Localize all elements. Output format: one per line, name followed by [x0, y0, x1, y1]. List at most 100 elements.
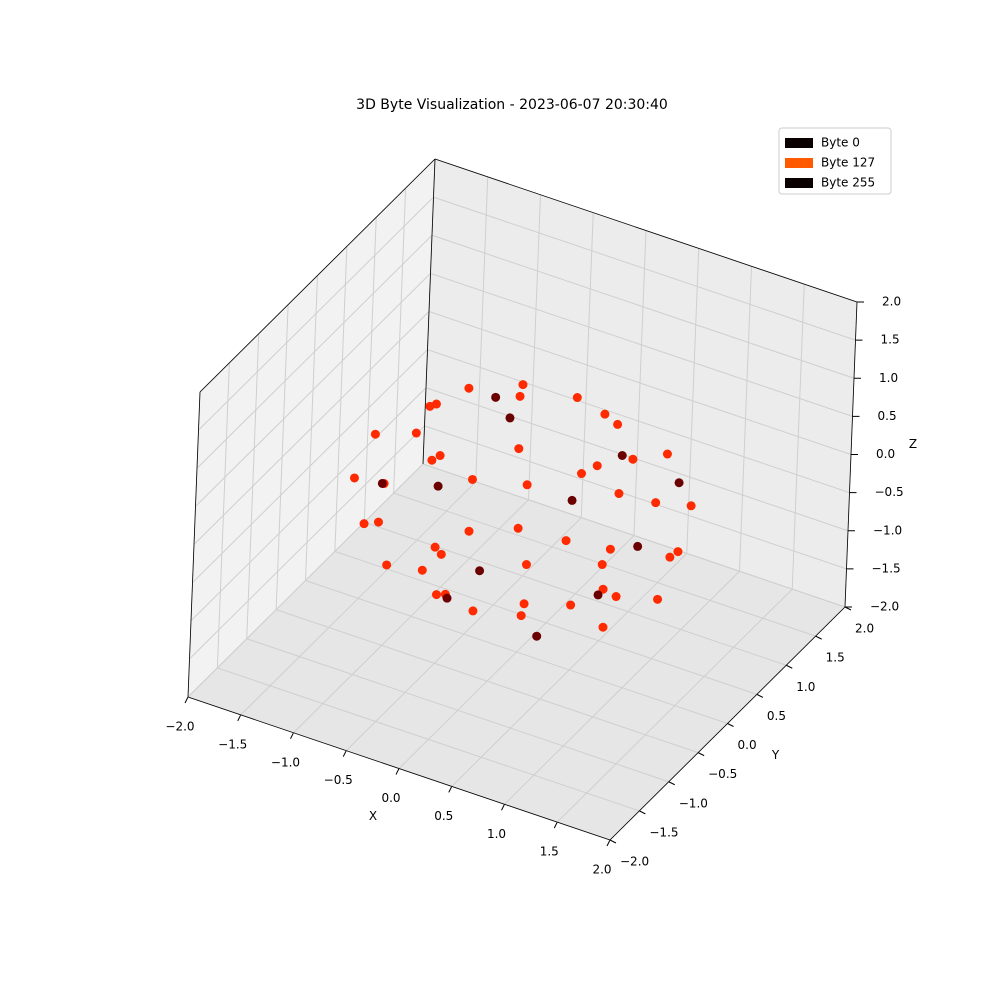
data-point — [611, 592, 621, 602]
grid-line — [190, 387, 427, 622]
data-point — [464, 383, 474, 393]
pane-edge — [422, 158, 436, 465]
legend-label: Byte 127 — [821, 156, 875, 170]
data-point — [425, 401, 435, 411]
tick-mark — [184, 696, 189, 704]
pane-edge — [434, 158, 858, 303]
y-tick-label: −1.0 — [679, 796, 708, 810]
grid-line — [431, 234, 855, 379]
data-point — [442, 593, 452, 603]
y-tick-label: 0.0 — [738, 738, 757, 752]
grid-line — [246, 638, 669, 783]
y-tick-label: −1.5 — [649, 825, 678, 839]
z-axis-line — [844, 301, 858, 608]
x-tick-label: 2.0 — [592, 863, 611, 877]
y-tick-label: 1.0 — [796, 680, 815, 694]
grid-line — [424, 425, 847, 570]
legend-swatch — [785, 138, 813, 148]
data-point — [430, 542, 440, 552]
legend-label: Byte 255 — [821, 176, 875, 190]
data-point — [427, 455, 437, 465]
grid-line — [196, 234, 433, 469]
x-tick-label: 1.5 — [540, 845, 559, 859]
grid-line — [189, 425, 425, 660]
z-tick-label: 2.0 — [882, 295, 901, 309]
x-tick-label: −0.5 — [324, 773, 353, 787]
data-point — [505, 413, 515, 423]
z-tick-label: −2.0 — [870, 600, 899, 614]
data-point — [515, 391, 525, 401]
tick-mark — [786, 664, 793, 669]
y-tick-label: 1.5 — [826, 651, 845, 665]
y-tick-label: 0.5 — [767, 709, 786, 723]
chart-title: 3D Byte Visualization - 2023-06-07 20:30… — [356, 97, 668, 113]
pane-edge — [199, 158, 436, 393]
data-point — [566, 600, 576, 610]
data-point — [665, 552, 675, 562]
x-tick-label: 1.0 — [487, 827, 506, 841]
tick-mark — [448, 786, 453, 793]
data-point — [686, 501, 696, 511]
data-point — [651, 498, 661, 508]
data-point — [613, 419, 623, 429]
data-point — [662, 449, 672, 459]
data-point — [431, 590, 441, 600]
grid-line — [433, 196, 856, 341]
pane-edge — [187, 391, 201, 698]
data-point — [593, 590, 603, 600]
grid-line — [305, 580, 728, 724]
data-point — [349, 473, 359, 483]
z-axis-label: Z — [909, 437, 917, 451]
data-point — [628, 454, 638, 464]
data-point — [598, 622, 608, 632]
data-point — [370, 429, 380, 439]
data-point — [516, 611, 526, 621]
data-point — [377, 478, 387, 488]
grid-line — [187, 463, 424, 698]
tick-mark — [606, 839, 611, 847]
z-tick-label: 0.0 — [876, 447, 895, 461]
data-point — [433, 481, 443, 491]
x-tick-label: −1.0 — [271, 755, 300, 769]
data-point — [382, 560, 392, 570]
grid-line — [428, 311, 852, 455]
tick-mark — [756, 693, 764, 698]
legend-swatch — [785, 158, 813, 168]
tick-mark — [609, 839, 617, 844]
data-point — [600, 409, 610, 419]
x-tick-label: 0.0 — [381, 791, 400, 805]
x-axis-label: X — [369, 809, 377, 823]
data-point — [436, 549, 446, 559]
grid-line — [192, 349, 428, 583]
y-tick-label: −0.5 — [708, 767, 737, 781]
tick-mark — [727, 723, 734, 727]
grid-line — [427, 349, 850, 494]
data-point — [614, 489, 624, 499]
data-point — [597, 560, 607, 570]
data-point — [592, 461, 602, 471]
data-point — [617, 451, 627, 460]
data-point — [464, 526, 474, 536]
y-axis-label: Y — [771, 748, 780, 762]
grid-line — [334, 550, 758, 695]
tick-mark — [815, 635, 822, 640]
grid-line — [195, 273, 431, 507]
tick-mark — [395, 768, 400, 775]
tick-mark — [237, 714, 242, 722]
tick-mark — [290, 732, 294, 739]
data-point — [518, 380, 528, 390]
data-point — [359, 519, 369, 529]
legend-label: Byte 0 — [821, 136, 860, 150]
data-point — [532, 631, 542, 641]
data-point — [514, 444, 524, 454]
data-point — [605, 544, 615, 554]
x-tick-label: −2.0 — [165, 720, 194, 734]
data-point — [653, 594, 663, 604]
x-tick-label: −1.5 — [218, 737, 247, 751]
data-point — [572, 393, 582, 403]
data-point — [491, 392, 501, 402]
data-point — [411, 428, 421, 438]
grid-line — [422, 463, 846, 608]
z-tick-label: 1.5 — [881, 333, 900, 347]
